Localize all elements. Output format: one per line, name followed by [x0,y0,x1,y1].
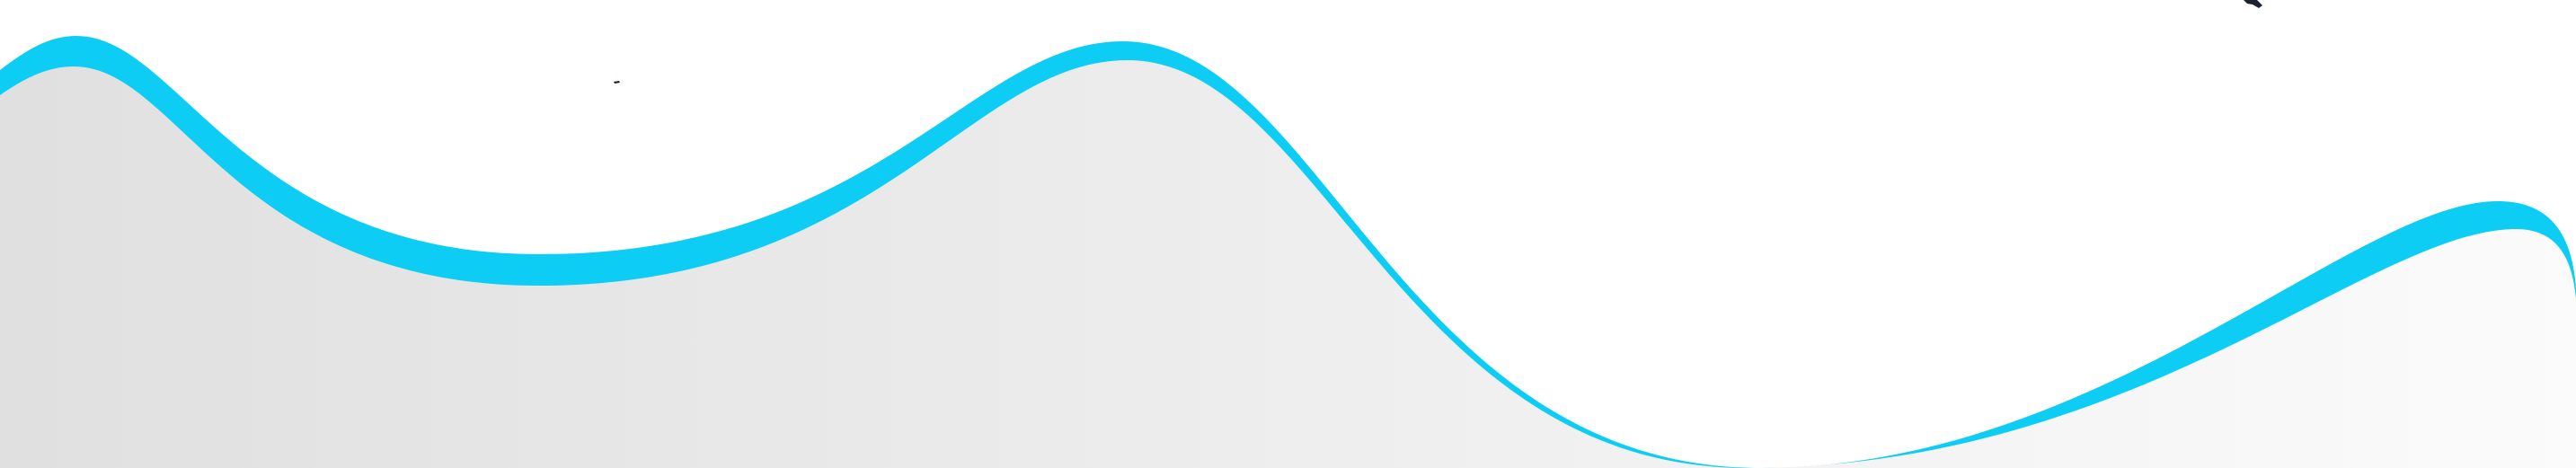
speck-mark-right [2244,0,2262,8]
grey-fill-wave [0,60,2576,468]
speck-mark-left [614,81,620,84]
